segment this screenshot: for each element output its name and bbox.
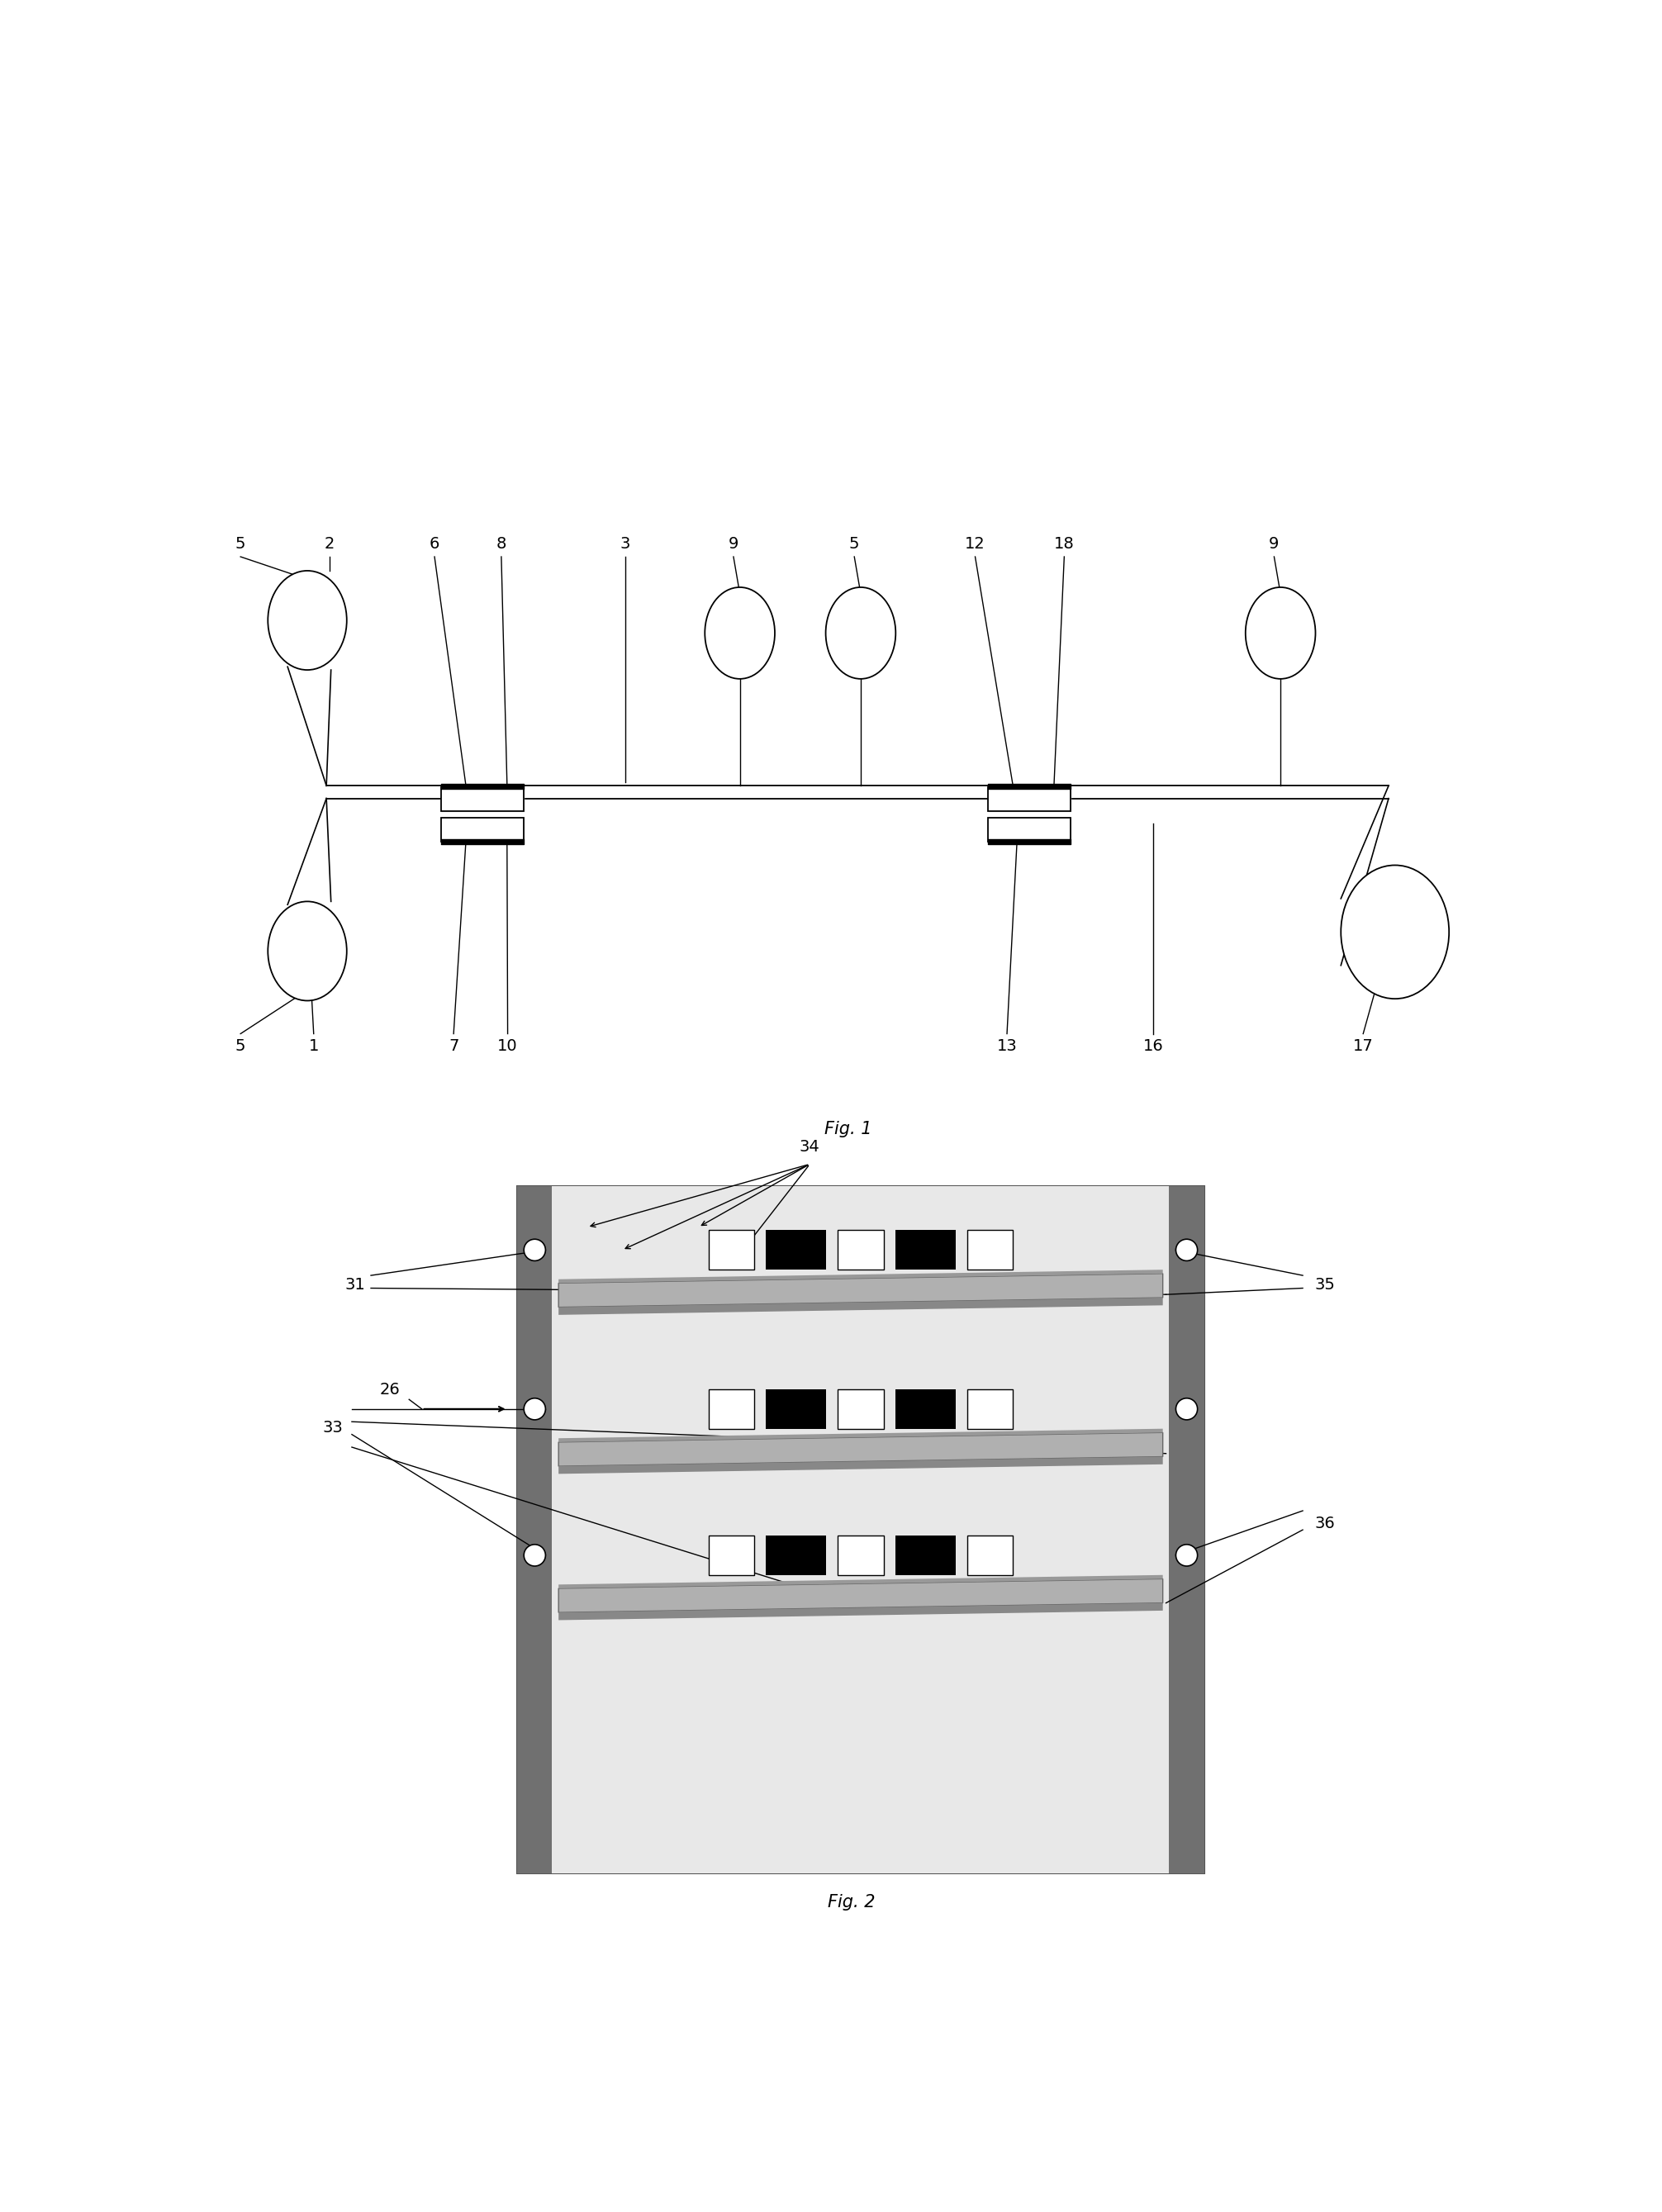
Bar	[517, 1186, 1205, 1874]
Text: Fig. 2: Fig. 2	[828, 1893, 876, 1911]
Ellipse shape	[268, 571, 347, 670]
Polygon shape	[558, 1458, 1163, 1473]
Bar	[766, 1230, 826, 1270]
Circle shape	[524, 1239, 545, 1261]
Bar	[838, 1389, 884, 1429]
Bar	[708, 1389, 755, 1429]
Polygon shape	[558, 1274, 1163, 1307]
Text: 2: 2	[324, 535, 334, 551]
Bar	[440, 818, 524, 841]
Bar	[1168, 1186, 1205, 1874]
Circle shape	[524, 1544, 545, 1566]
Text: 5: 5	[236, 535, 246, 551]
Text: 1: 1	[309, 1040, 319, 1055]
Text: 10: 10	[497, 1040, 519, 1055]
Bar	[896, 1535, 956, 1575]
Circle shape	[524, 1398, 545, 1420]
Text: 16: 16	[1143, 1040, 1163, 1055]
Bar	[896, 1230, 956, 1270]
Bar	[967, 1230, 1012, 1270]
Polygon shape	[558, 1270, 1163, 1283]
Text: 31: 31	[344, 1276, 366, 1292]
Text: 9: 9	[728, 535, 738, 551]
Text: 36: 36	[1315, 1515, 1335, 1531]
Text: 3: 3	[620, 535, 630, 551]
Bar	[440, 787, 524, 812]
Text: 34: 34	[799, 1139, 819, 1155]
Ellipse shape	[1341, 865, 1449, 1000]
Text: 26: 26	[381, 1382, 401, 1398]
Text: 6: 6	[429, 535, 440, 551]
Bar	[766, 1389, 826, 1429]
Text: 18: 18	[1054, 535, 1074, 551]
Bar	[967, 1535, 1012, 1575]
Bar	[552, 1186, 1168, 1874]
Text: 7: 7	[449, 1040, 459, 1055]
Circle shape	[1175, 1544, 1197, 1566]
Text: 13: 13	[997, 1040, 1017, 1055]
Text: 5: 5	[236, 1040, 246, 1055]
Bar	[708, 1230, 755, 1270]
Bar	[766, 1535, 826, 1575]
Bar	[838, 1535, 884, 1575]
Text: 17: 17	[1353, 1040, 1373, 1055]
Polygon shape	[558, 1579, 1163, 1613]
Polygon shape	[558, 1575, 1163, 1588]
Text: 33: 33	[322, 1420, 342, 1436]
Bar	[517, 1186, 552, 1874]
Text: 35: 35	[1315, 1276, 1335, 1292]
Ellipse shape	[268, 902, 347, 1000]
Text: 8: 8	[497, 535, 507, 551]
Text: 5: 5	[849, 535, 859, 551]
Polygon shape	[558, 1604, 1163, 1619]
Ellipse shape	[826, 586, 896, 679]
Bar	[967, 1389, 1012, 1429]
Ellipse shape	[1245, 586, 1315, 679]
Bar	[896, 1389, 956, 1429]
Bar	[838, 1230, 884, 1270]
Polygon shape	[558, 1298, 1163, 1314]
Circle shape	[1175, 1239, 1197, 1261]
Ellipse shape	[705, 586, 774, 679]
Text: 9: 9	[1270, 535, 1280, 551]
Circle shape	[1175, 1398, 1197, 1420]
Bar	[987, 818, 1070, 841]
Polygon shape	[558, 1433, 1163, 1467]
Bar	[987, 787, 1070, 812]
Bar	[708, 1535, 755, 1575]
Text: Fig. 1: Fig. 1	[824, 1121, 871, 1137]
Text: 12: 12	[966, 535, 986, 551]
Polygon shape	[558, 1429, 1163, 1442]
